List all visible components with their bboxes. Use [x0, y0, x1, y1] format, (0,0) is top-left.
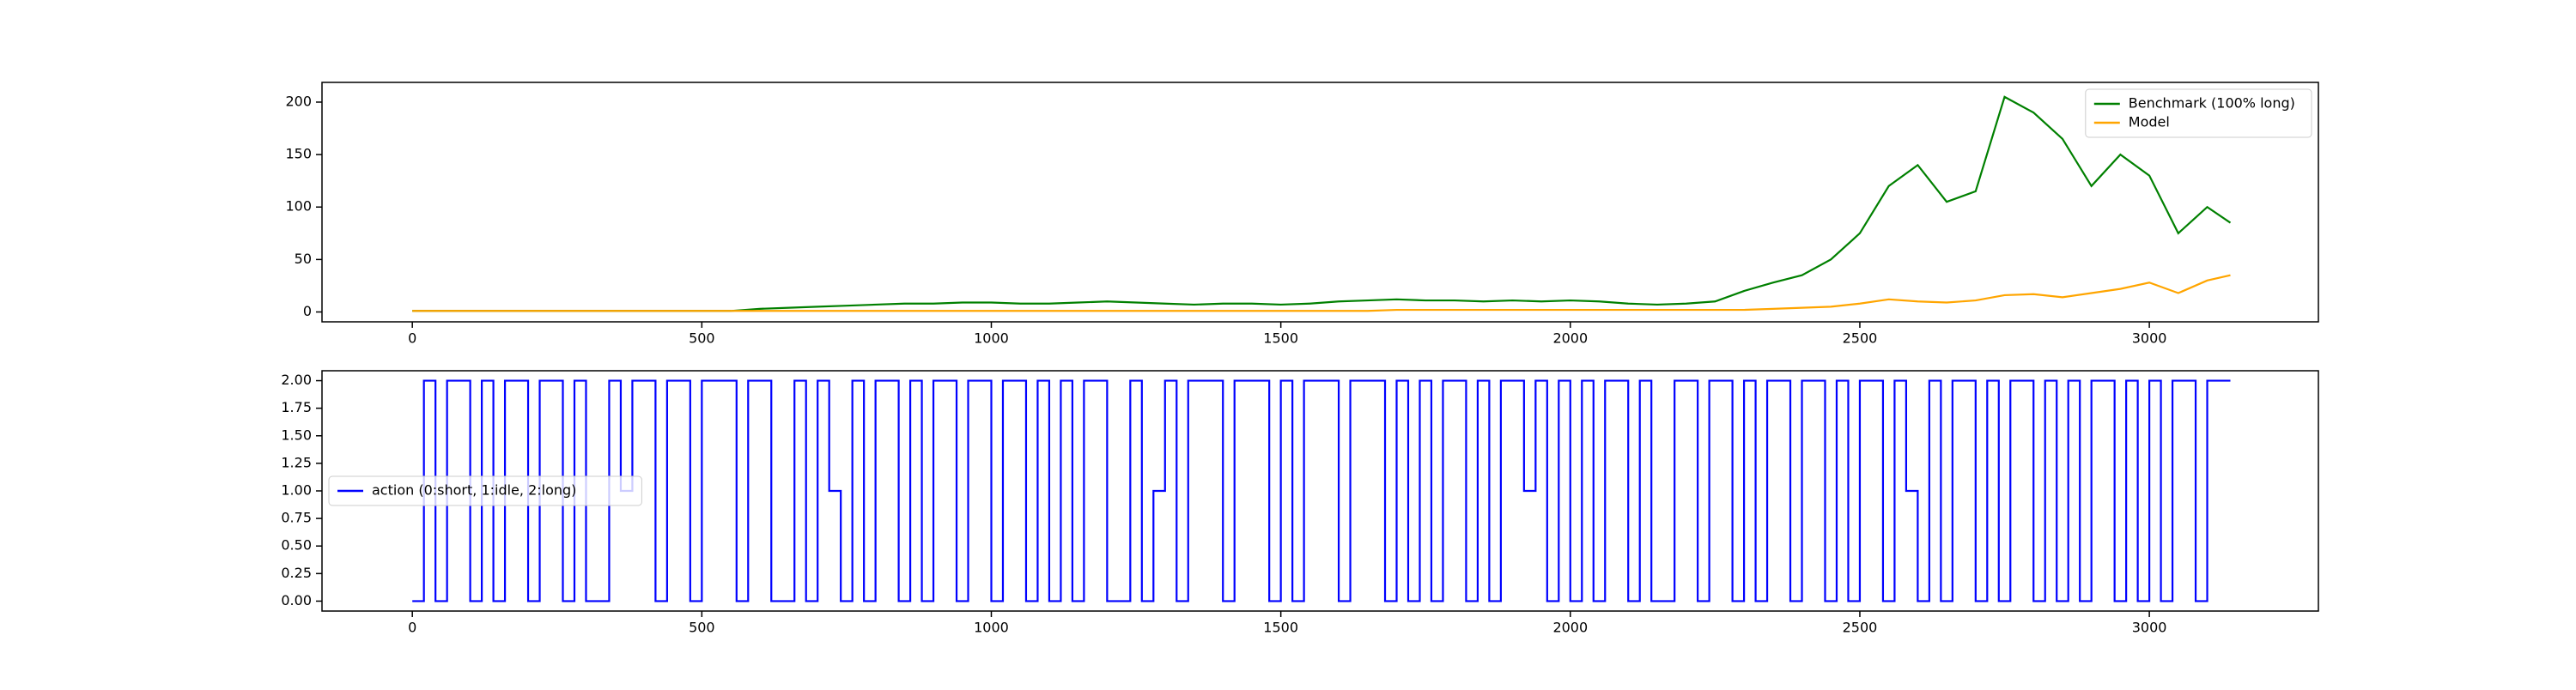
y-tick-label: 1.00 [281, 482, 312, 499]
x-tick-label: 2000 [1552, 330, 1588, 347]
x-tick-label: 2500 [1843, 620, 1878, 636]
series-line [412, 274, 2231, 312]
series-line [412, 379, 2231, 602]
x-tick-label: 1500 [1263, 620, 1298, 636]
y-tick-label: 0.50 [281, 537, 312, 554]
legend-box [328, 475, 642, 506]
x-tick-label: 1500 [1263, 330, 1298, 347]
axes-frame [321, 82, 2319, 323]
x-tick-label: 3000 [2132, 330, 2167, 347]
axes-frame [321, 370, 2319, 612]
y-tick-label: 2.00 [281, 372, 312, 388]
y-tick-label: 1.50 [281, 427, 312, 443]
legend-label: action (0:short, 1:idle, 2:long) [372, 482, 576, 499]
y-tick-label: 0.00 [281, 592, 312, 608]
x-tick-label: 3000 [2132, 620, 2167, 636]
x-tick-label: 0 [408, 330, 416, 347]
legend-box [2085, 88, 2312, 138]
legend-label: Model [2129, 114, 2170, 130]
y-tick-label: 100 [285, 198, 312, 215]
y-tick-label: 50 [295, 251, 312, 267]
y-tick-label: 0.25 [281, 565, 312, 581]
y-tick-label: 150 [285, 146, 312, 162]
y-tick-label: 0.75 [281, 510, 312, 526]
y-tick-label: 200 [285, 93, 312, 109]
y-tick-label: 1.75 [281, 399, 312, 415]
x-tick-label: 1000 [974, 330, 1009, 347]
x-tick-label: 2500 [1843, 330, 1878, 347]
x-tick-label: 2000 [1552, 620, 1588, 636]
x-tick-label: 1000 [974, 620, 1009, 636]
series-line [412, 95, 2232, 312]
legend-label: Benchmark (100% long) [2129, 95, 2295, 112]
y-tick-label: 1.25 [281, 454, 312, 470]
y-tick-label: 0 [303, 303, 312, 319]
x-tick-label: 500 [689, 620, 715, 636]
x-tick-label: 0 [408, 620, 416, 636]
x-tick-label: 500 [689, 330, 715, 347]
